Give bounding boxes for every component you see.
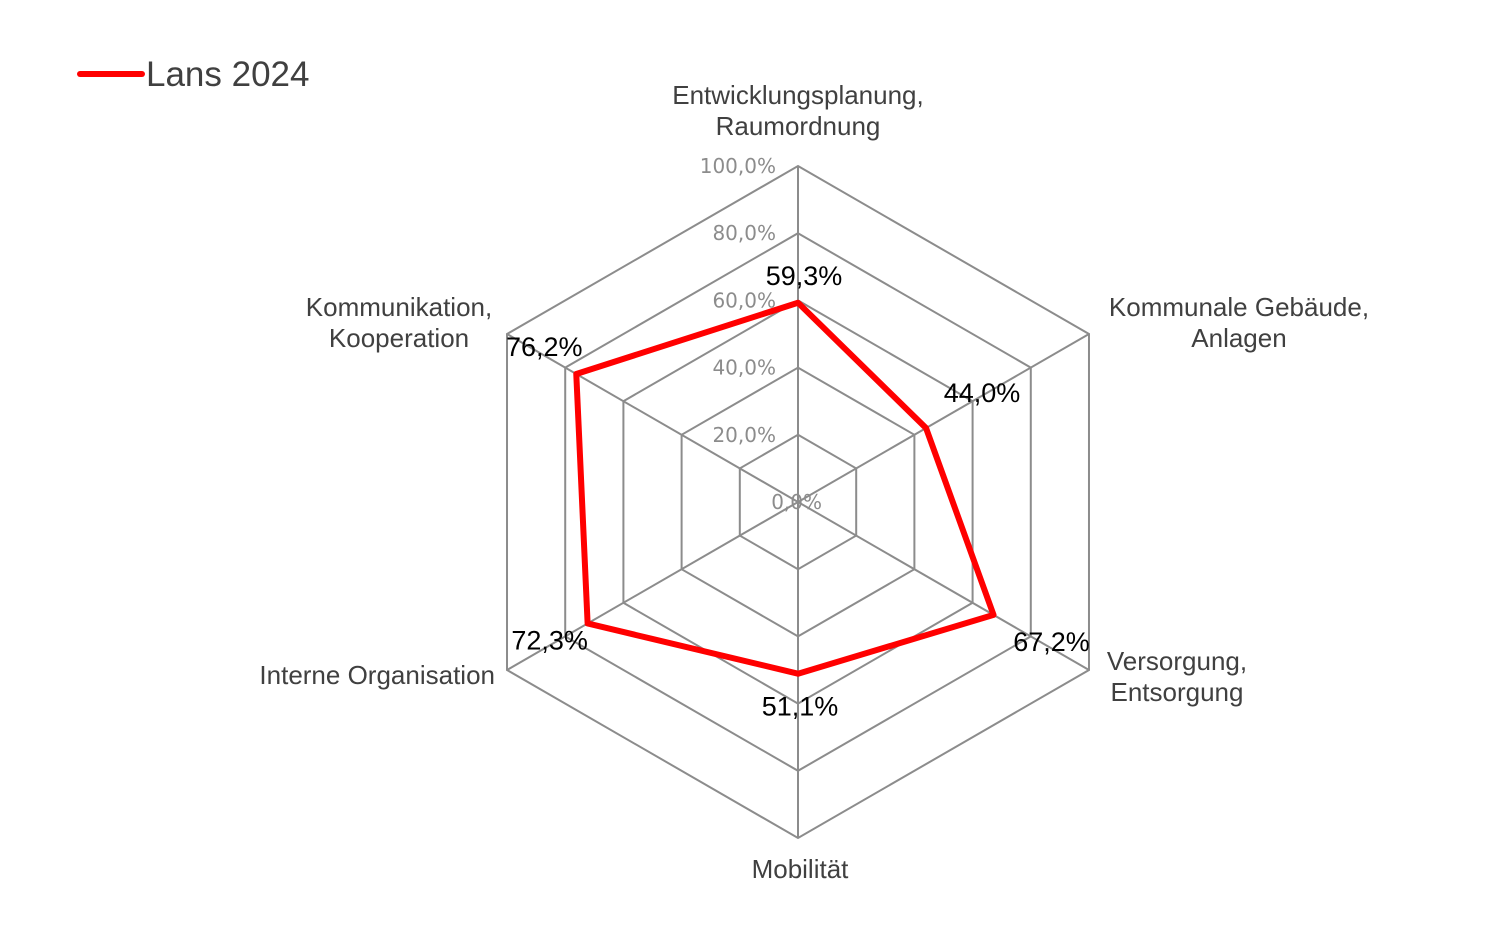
grid-spoke bbox=[797, 333, 1090, 503]
data-label: 51,1% bbox=[762, 692, 839, 722]
data-label: 44,0% bbox=[944, 378, 1021, 408]
legend: Lans 2024 bbox=[77, 55, 309, 94]
grid-spoke bbox=[506, 333, 799, 503]
radial-tick-label: 40,0% bbox=[712, 356, 776, 380]
axis-label-entwicklungsplanung: Entwicklungsplanung, Raumordnung bbox=[672, 80, 924, 141]
grid-spoke bbox=[797, 501, 1090, 671]
grid-spoke bbox=[506, 501, 799, 671]
data-label: 59,3% bbox=[766, 261, 843, 291]
radial-tick-label: 0,0% bbox=[771, 490, 822, 514]
axis-label-interne-organisation: Interne Organisation bbox=[259, 660, 495, 690]
data-label: 72,3% bbox=[511, 625, 588, 655]
series-line-lans-2024 bbox=[573, 299, 997, 677]
axis-label-versorgung: Versorgung, Entsorgung bbox=[1107, 646, 1247, 707]
legend-label: Lans 2024 bbox=[146, 55, 309, 94]
axis-label-mobilitaet: Mobilität bbox=[752, 854, 850, 884]
axis-label-kommunikation: Kommunikation, Kooperation bbox=[306, 292, 492, 353]
radial-tick-label: 60,0% bbox=[712, 288, 776, 312]
radial-tick-label: 20,0% bbox=[712, 423, 776, 447]
radial-tick-label: 80,0% bbox=[712, 221, 776, 245]
data-label: 76,2% bbox=[506, 332, 583, 362]
labels-layer: 0,0% 20,0% 40,0% 60,0% 80,0% 100,0% Entwicklun… bbox=[259, 80, 1369, 884]
radial-tick-label: 100,0% bbox=[700, 154, 776, 178]
data-label: 67,2% bbox=[1013, 627, 1090, 657]
radar-grid bbox=[506, 164, 1090, 840]
axis-label-kommunale-gebaeude: Kommunale Gebäude, Anlagen bbox=[1109, 292, 1369, 353]
series-layer bbox=[573, 299, 997, 677]
